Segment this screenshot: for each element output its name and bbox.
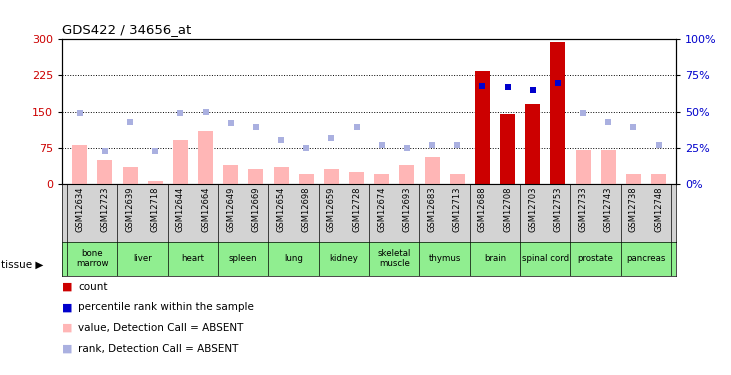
Bar bbox=[97, 160, 113, 184]
Bar bbox=[475, 70, 490, 184]
Text: rank, Detection Call = ABSENT: rank, Detection Call = ABSENT bbox=[78, 344, 238, 354]
Text: count: count bbox=[78, 282, 107, 292]
Text: heart: heart bbox=[181, 254, 205, 263]
Text: GSM12713: GSM12713 bbox=[452, 187, 462, 232]
Text: GSM12708: GSM12708 bbox=[503, 187, 512, 232]
Bar bbox=[601, 150, 616, 184]
Text: value, Detection Call = ABSENT: value, Detection Call = ABSENT bbox=[78, 323, 243, 333]
Text: liver: liver bbox=[133, 254, 152, 263]
Bar bbox=[626, 174, 641, 184]
Text: GSM12683: GSM12683 bbox=[428, 187, 436, 232]
Bar bbox=[273, 167, 289, 184]
Text: bone
marrow: bone marrow bbox=[76, 249, 109, 268]
Text: spleen: spleen bbox=[229, 254, 257, 263]
Text: brain: brain bbox=[484, 254, 506, 263]
Text: GSM12639: GSM12639 bbox=[126, 187, 135, 232]
Text: GSM12733: GSM12733 bbox=[578, 187, 588, 232]
Text: GDS422 / 34656_at: GDS422 / 34656_at bbox=[62, 22, 192, 36]
Bar bbox=[425, 157, 439, 184]
Bar bbox=[399, 165, 414, 184]
Text: thymus: thymus bbox=[428, 254, 461, 263]
Bar bbox=[324, 170, 339, 184]
Text: GSM12649: GSM12649 bbox=[226, 187, 235, 232]
Text: prostate: prostate bbox=[577, 254, 613, 263]
Text: GSM12748: GSM12748 bbox=[654, 187, 663, 232]
Bar bbox=[173, 141, 188, 184]
Bar bbox=[550, 42, 566, 184]
Text: percentile rank within the sample: percentile rank within the sample bbox=[78, 303, 254, 312]
Text: pancreas: pancreas bbox=[626, 254, 666, 263]
Text: GSM12659: GSM12659 bbox=[327, 187, 336, 232]
Text: GSM12634: GSM12634 bbox=[75, 187, 84, 232]
Bar bbox=[349, 172, 364, 184]
Bar bbox=[450, 174, 465, 184]
Bar bbox=[72, 145, 87, 184]
Bar bbox=[123, 167, 137, 184]
Text: GSM12644: GSM12644 bbox=[176, 187, 185, 232]
Text: kidney: kidney bbox=[330, 254, 358, 263]
Bar bbox=[223, 165, 238, 184]
Text: GSM12718: GSM12718 bbox=[151, 187, 160, 232]
Text: GSM12753: GSM12753 bbox=[553, 187, 562, 232]
Text: GSM12688: GSM12688 bbox=[478, 187, 487, 232]
Text: GSM12664: GSM12664 bbox=[201, 187, 210, 232]
Bar bbox=[374, 174, 390, 184]
Bar bbox=[148, 182, 163, 184]
Text: GSM12723: GSM12723 bbox=[100, 187, 110, 232]
Bar bbox=[525, 104, 540, 184]
Text: GSM12743: GSM12743 bbox=[604, 187, 613, 232]
Bar bbox=[198, 131, 213, 184]
Text: ■: ■ bbox=[62, 303, 72, 312]
Text: GSM12654: GSM12654 bbox=[276, 187, 286, 232]
Text: ■: ■ bbox=[62, 323, 72, 333]
Text: lung: lung bbox=[284, 254, 303, 263]
Text: spinal cord: spinal cord bbox=[522, 254, 569, 263]
Bar bbox=[299, 174, 314, 184]
Bar bbox=[575, 150, 591, 184]
Text: GSM12669: GSM12669 bbox=[251, 187, 260, 232]
Text: GSM12703: GSM12703 bbox=[529, 187, 537, 232]
Text: GSM12738: GSM12738 bbox=[629, 187, 638, 232]
Bar bbox=[651, 174, 666, 184]
Bar bbox=[500, 114, 515, 184]
Text: ■: ■ bbox=[62, 282, 72, 292]
Text: tissue ▶: tissue ▶ bbox=[1, 260, 44, 269]
Text: GSM12728: GSM12728 bbox=[352, 187, 361, 232]
Text: skeletal
muscle: skeletal muscle bbox=[378, 249, 411, 268]
Text: GSM12698: GSM12698 bbox=[302, 187, 311, 232]
Bar bbox=[249, 170, 263, 184]
Text: GSM12693: GSM12693 bbox=[402, 187, 412, 232]
Text: GSM12674: GSM12674 bbox=[377, 187, 386, 232]
Text: ■: ■ bbox=[62, 344, 72, 354]
